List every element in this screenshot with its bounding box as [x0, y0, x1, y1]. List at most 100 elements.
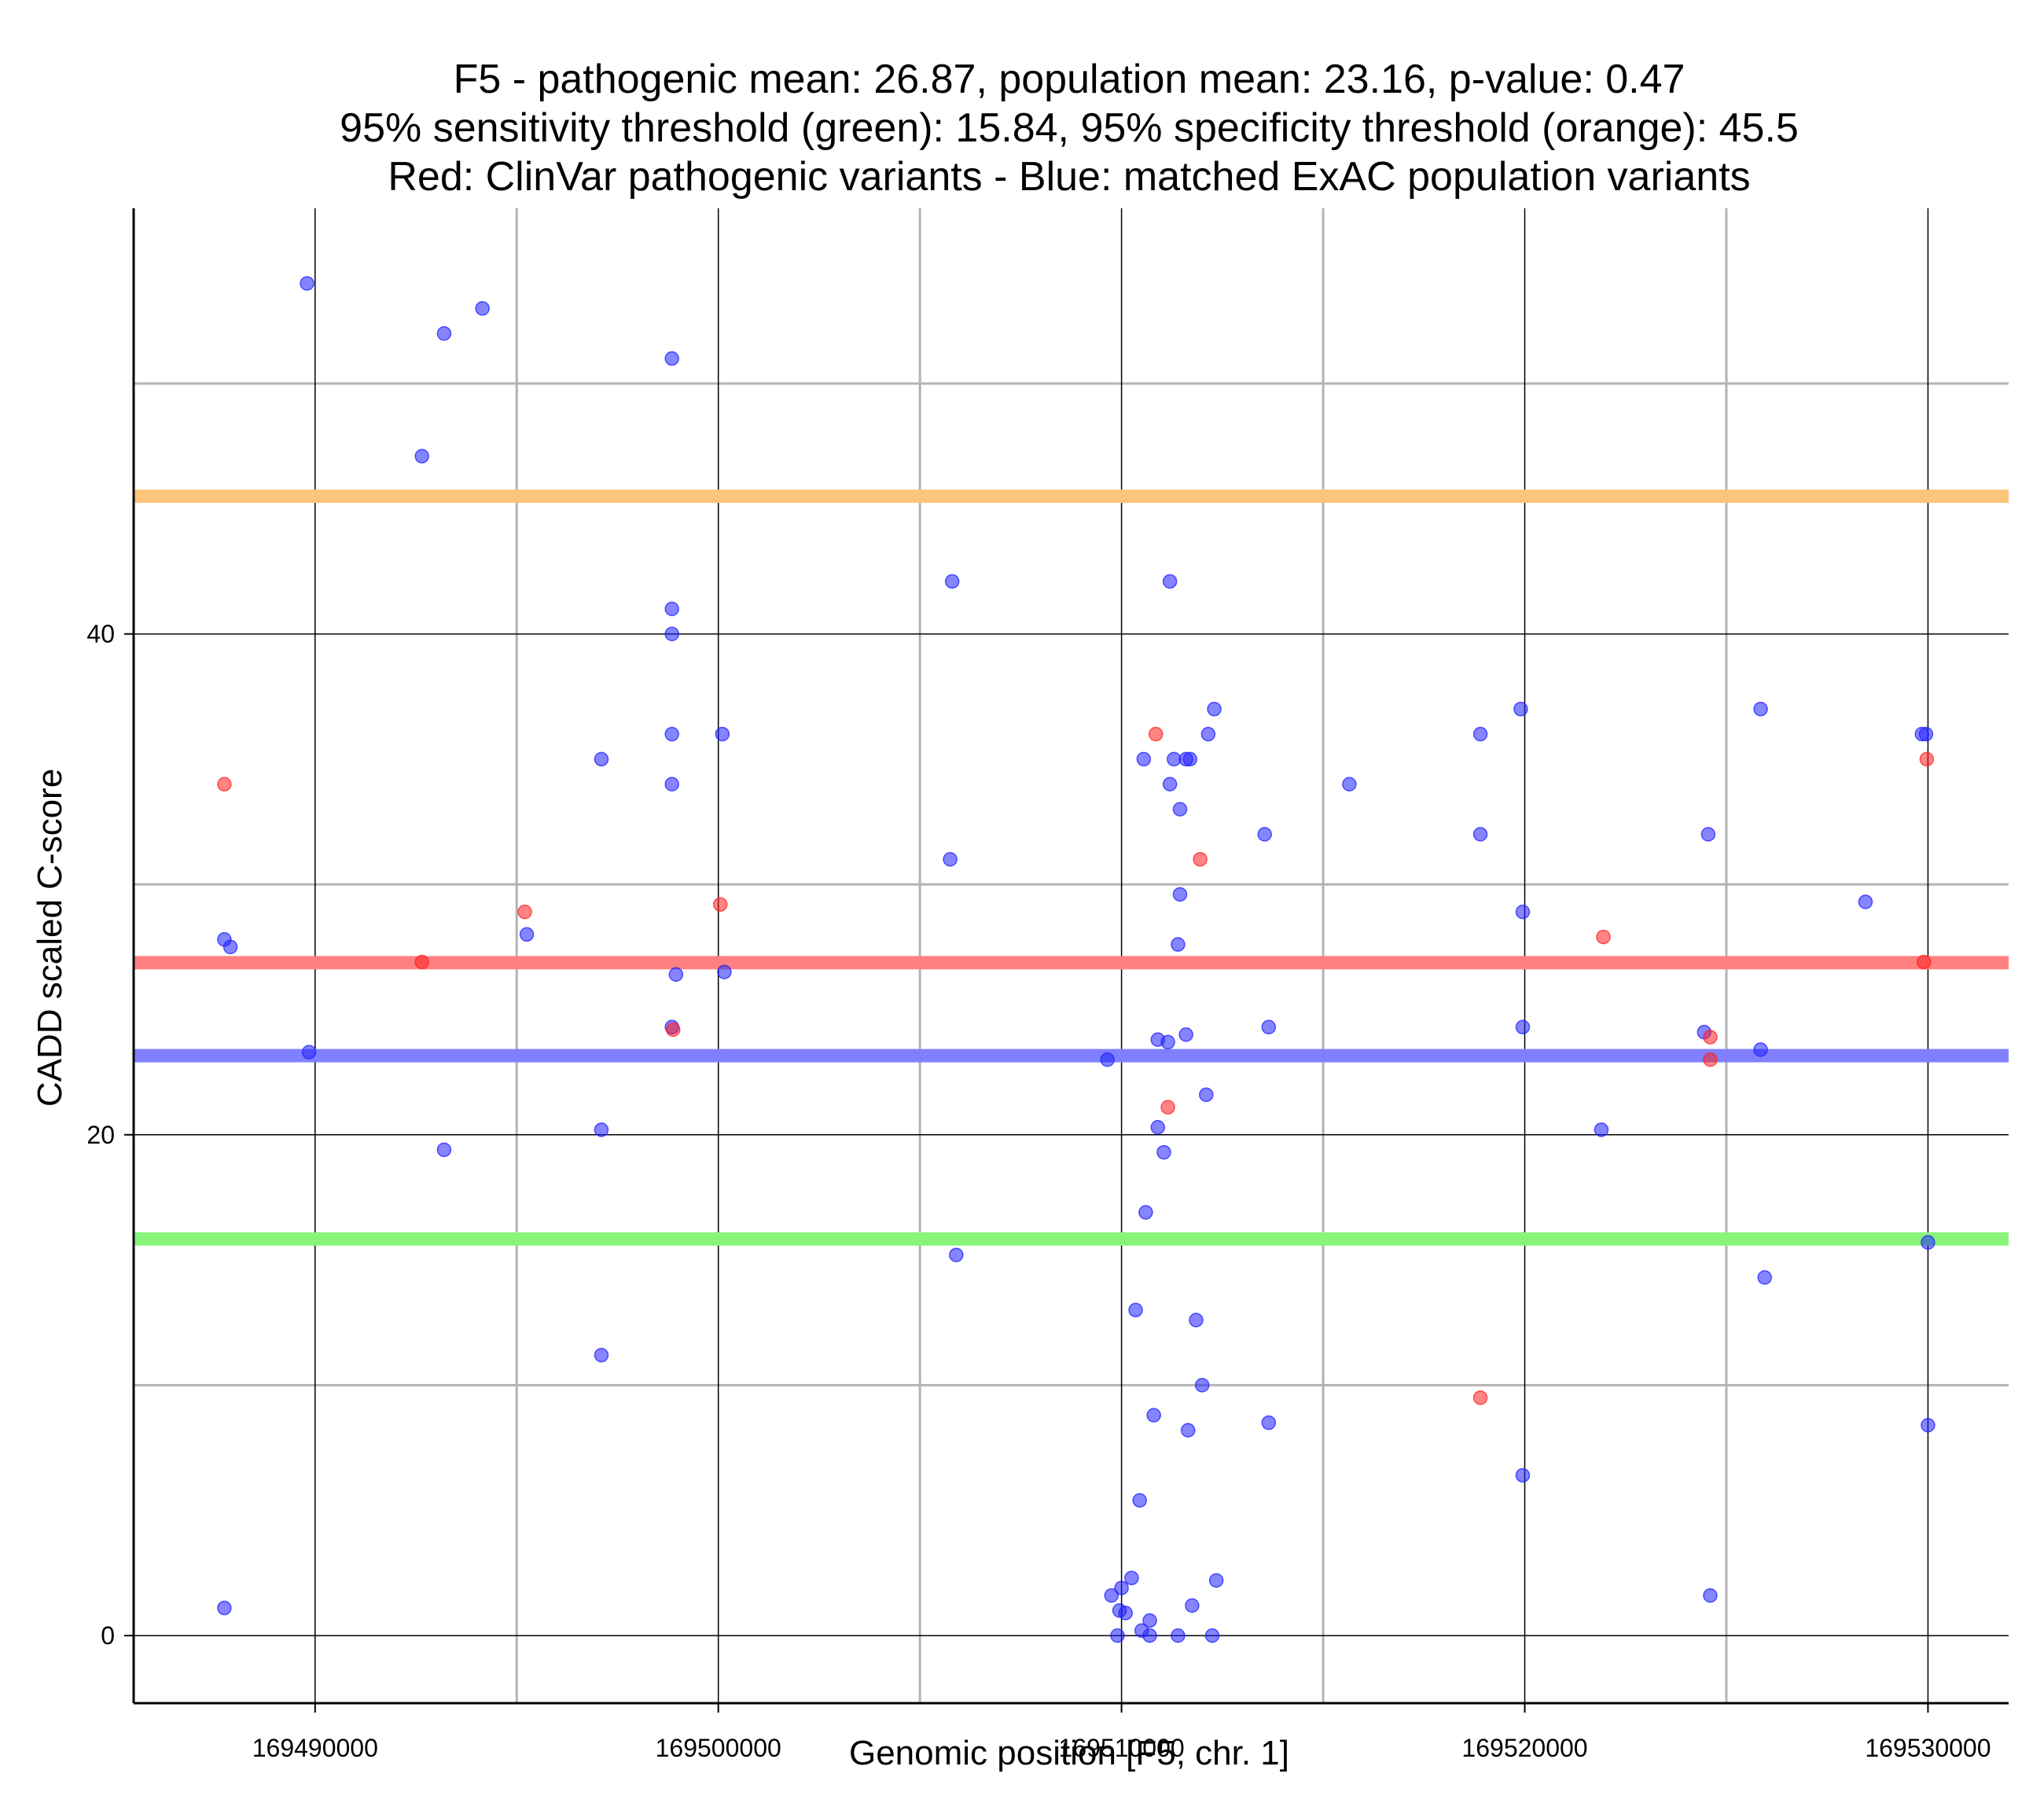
population-point — [1918, 726, 1934, 742]
x-tick-label: 169510000 — [1059, 1734, 1185, 1762]
population-point — [1757, 1270, 1772, 1285]
population-point — [1136, 751, 1152, 767]
population-point — [1172, 802, 1188, 817]
data-points — [217, 276, 1936, 1643]
population-point — [436, 1142, 452, 1158]
reference-lines — [134, 489, 2009, 1246]
population-point — [1858, 894, 1873, 909]
population-point — [1204, 1628, 1220, 1643]
y-tick-label: 0 — [101, 1621, 115, 1650]
population-point — [1167, 751, 1182, 767]
population-point — [664, 777, 679, 792]
population-point — [1180, 1423, 1196, 1438]
population-point — [1156, 1144, 1171, 1160]
population-point — [664, 351, 679, 366]
population-point — [436, 326, 452, 341]
population-point — [1208, 1573, 1224, 1588]
pathogenic-point — [414, 954, 429, 970]
population-point — [217, 1600, 232, 1616]
chart-title-line-1: F5 - pathogenic mean: 26.87, population … — [454, 57, 1686, 102]
x-tick-label: 169500000 — [656, 1734, 781, 1762]
pathogenic-point — [1917, 954, 1932, 970]
population-point — [1182, 751, 1198, 767]
pathogenic-point — [1472, 1390, 1488, 1405]
population-point — [1146, 1408, 1161, 1423]
population-point — [222, 939, 238, 955]
population-point — [1700, 827, 1716, 842]
population-point — [1921, 1235, 1936, 1250]
population-point — [594, 1347, 609, 1363]
population-point — [594, 1122, 609, 1137]
population-point — [1194, 1378, 1210, 1393]
x-axis-title: Genomic position [F5, chr. 1] — [849, 1734, 1289, 1772]
population-point — [1171, 1628, 1186, 1643]
population-point — [1472, 726, 1488, 742]
pathogenic-point — [1193, 852, 1208, 867]
population-point — [1342, 777, 1357, 792]
y-tick-label: 40 — [86, 620, 115, 648]
population-point — [1257, 827, 1272, 842]
axes: 169490000 169500000 169510000 169520000 1695… — [86, 208, 2009, 1762]
population-point — [1132, 1493, 1147, 1508]
population-point — [1199, 1087, 1214, 1103]
population-point — [1515, 904, 1531, 920]
population-point — [475, 301, 490, 316]
pathogenic-point — [1148, 726, 1164, 742]
population-point — [1150, 1119, 1166, 1135]
pathogenic-point — [1596, 929, 1611, 945]
population-point — [1200, 726, 1216, 742]
population-point — [1114, 1581, 1129, 1596]
population-point — [1594, 1122, 1609, 1137]
population-point — [664, 726, 679, 742]
population-point — [1921, 1418, 1936, 1433]
population-point — [1753, 1042, 1768, 1057]
population-point — [1124, 1570, 1139, 1585]
chart-title-line-2: 95% sensitivity threshold (green): 15.84… — [340, 105, 1799, 151]
population-point — [301, 1045, 317, 1059]
population-point — [1207, 701, 1222, 717]
population-point — [300, 276, 314, 291]
population-point — [414, 449, 429, 464]
population-point — [944, 574, 960, 589]
population-point — [1515, 1467, 1531, 1483]
population-point — [1162, 777, 1178, 792]
y-tick-label: 20 — [86, 1121, 115, 1149]
population-point — [1100, 1052, 1115, 1067]
grid-layer — [134, 208, 2009, 1703]
population-point — [594, 751, 609, 767]
population-point — [1515, 1019, 1531, 1035]
population-point — [668, 967, 684, 982]
population-point — [1118, 1606, 1133, 1621]
population-point — [664, 626, 679, 641]
population-point — [1753, 701, 1768, 717]
population-point — [1104, 1588, 1119, 1603]
pathogenic-point — [217, 777, 232, 792]
population-point — [715, 726, 730, 742]
pathogenic-point — [1703, 1052, 1718, 1067]
population-point — [664, 601, 679, 616]
x-tick-label: 169530000 — [1865, 1734, 1991, 1762]
population-point — [1703, 1588, 1718, 1603]
population-point — [1472, 827, 1488, 842]
population-point — [1261, 1415, 1277, 1430]
population-point — [717, 964, 732, 979]
chart-title-line-3: Red: ClinVar pathogenic variants - Blue:… — [388, 154, 1750, 200]
population-point — [519, 927, 535, 942]
population-point — [1185, 1598, 1200, 1613]
population-point — [1178, 1027, 1193, 1042]
population-point — [1189, 1313, 1204, 1327]
y-axis-title: CADD scaled C-score — [31, 769, 69, 1107]
population-point — [949, 1247, 964, 1262]
population-point — [1172, 887, 1188, 902]
pathogenic-point — [666, 1022, 681, 1037]
population-point — [1110, 1628, 1125, 1643]
population-point — [1128, 1302, 1143, 1318]
population-point — [943, 852, 958, 867]
population-point — [1142, 1613, 1157, 1629]
population-point — [1142, 1628, 1157, 1643]
population-point — [1162, 574, 1178, 589]
population-point — [1160, 1034, 1175, 1050]
pathogenic-point — [517, 904, 532, 920]
